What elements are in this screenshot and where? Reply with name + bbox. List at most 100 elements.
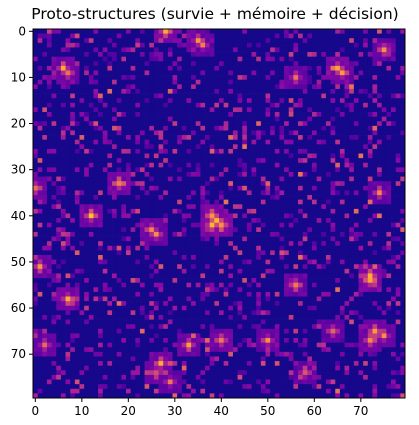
heatmap-cell — [400, 70, 406, 76]
heatmap-cell — [37, 282, 43, 288]
heatmap-cell — [335, 38, 341, 44]
heatmap-cell — [214, 291, 220, 297]
heatmap-cell — [60, 204, 66, 210]
heatmap-cell — [256, 208, 262, 214]
heatmap-cell — [33, 167, 38, 173]
heatmap-cell — [88, 116, 94, 122]
heatmap-cell — [344, 305, 350, 311]
heatmap-cell — [153, 153, 159, 159]
heatmap-cell — [167, 268, 173, 274]
heatmap-cell — [307, 144, 313, 150]
heatmap-cell — [163, 273, 169, 279]
heatmap-cell — [177, 176, 183, 182]
heatmap-cell — [74, 185, 80, 191]
heatmap-cell — [74, 241, 80, 247]
heatmap-cell — [205, 218, 211, 224]
heatmap-cell — [214, 75, 220, 81]
heatmap-cell — [42, 305, 48, 311]
heatmap-cell — [293, 255, 299, 260]
heatmap-cell — [232, 264, 238, 270]
heatmap-cell — [33, 204, 38, 210]
heatmap-cell — [367, 98, 373, 104]
heatmap-cell — [344, 102, 350, 108]
heatmap-cell — [60, 305, 66, 311]
heatmap-cell — [65, 148, 71, 154]
heatmap-cell — [386, 250, 392, 256]
heatmap-cell — [270, 112, 276, 117]
heatmap-cell — [56, 162, 62, 168]
heatmap-cell — [367, 278, 373, 284]
heatmap-cell — [228, 56, 234, 62]
heatmap-cell — [158, 84, 164, 90]
heatmap-cell — [191, 305, 197, 311]
heatmap-cell — [251, 84, 257, 90]
heatmap-cell — [251, 65, 257, 71]
heatmap-cell — [219, 204, 224, 210]
heatmap-cell — [149, 264, 155, 270]
heatmap-cell — [325, 218, 331, 224]
heatmap-cell — [139, 38, 145, 44]
heatmap-cell — [307, 199, 313, 205]
heatmap-cell — [88, 278, 94, 284]
heatmap-cell — [167, 61, 173, 67]
heatmap-cell — [391, 204, 397, 210]
heatmap-cell — [51, 236, 57, 242]
heatmap-cell — [367, 208, 373, 214]
heatmap-cell — [172, 255, 178, 260]
heatmap-cell — [130, 107, 136, 113]
heatmap-cell — [344, 125, 350, 131]
heatmap-cell — [79, 287, 85, 293]
heatmap-cell — [139, 310, 145, 316]
heatmap-cell — [116, 231, 122, 237]
heatmap-cell — [121, 264, 127, 270]
heatmap-cell — [126, 98, 131, 104]
heatmap-cell — [153, 88, 159, 94]
heatmap-cell — [391, 301, 397, 307]
heatmap-cell — [200, 33, 206, 39]
heatmap-cell — [321, 79, 327, 85]
heatmap-cell — [325, 222, 331, 228]
heatmap-cell — [293, 241, 299, 247]
heatmap-cell — [344, 245, 350, 251]
heatmap-cell — [126, 241, 131, 247]
heatmap-cell — [158, 176, 164, 182]
heatmap-cell — [153, 47, 159, 53]
heatmap-cell — [237, 310, 243, 316]
heatmap-cell — [167, 98, 173, 104]
heatmap-cell — [51, 305, 57, 311]
heatmap-cell — [353, 56, 359, 62]
heatmap-cell — [172, 79, 178, 85]
heatmap-cell — [274, 116, 280, 122]
heatmap-cell — [153, 282, 159, 288]
heatmap-cell — [251, 42, 257, 48]
heatmap-cell — [344, 93, 350, 99]
heatmap-cell — [288, 264, 294, 270]
heatmap-cell — [126, 65, 131, 71]
heatmap-cell — [102, 301, 108, 307]
heatmap-cell — [307, 153, 313, 159]
heatmap-cell — [242, 98, 248, 104]
heatmap-cell — [228, 47, 234, 53]
heatmap-cell — [307, 162, 313, 168]
heatmap-cell — [209, 176, 215, 182]
heatmap-cell — [209, 98, 215, 104]
heatmap-cell — [298, 185, 304, 191]
heatmap-cell — [186, 185, 192, 191]
heatmap-cell — [223, 70, 229, 76]
heatmap-cell — [246, 56, 252, 62]
heatmap-cell — [330, 181, 336, 187]
heatmap-cell — [112, 56, 118, 62]
heatmap-cell — [330, 305, 336, 311]
heatmap-cell — [302, 236, 308, 242]
heatmap-cell — [172, 88, 178, 94]
heatmap-cell — [367, 38, 373, 44]
heatmap-cell — [265, 310, 271, 316]
heatmap-cell — [195, 93, 201, 99]
heatmap-cell — [33, 130, 38, 136]
heatmap-cell — [149, 153, 155, 159]
heatmap-cell — [307, 135, 313, 141]
heatmap-cell — [358, 241, 364, 247]
heatmap-cell — [358, 70, 364, 76]
heatmap-cell — [42, 310, 48, 316]
heatmap-cell — [200, 305, 206, 311]
